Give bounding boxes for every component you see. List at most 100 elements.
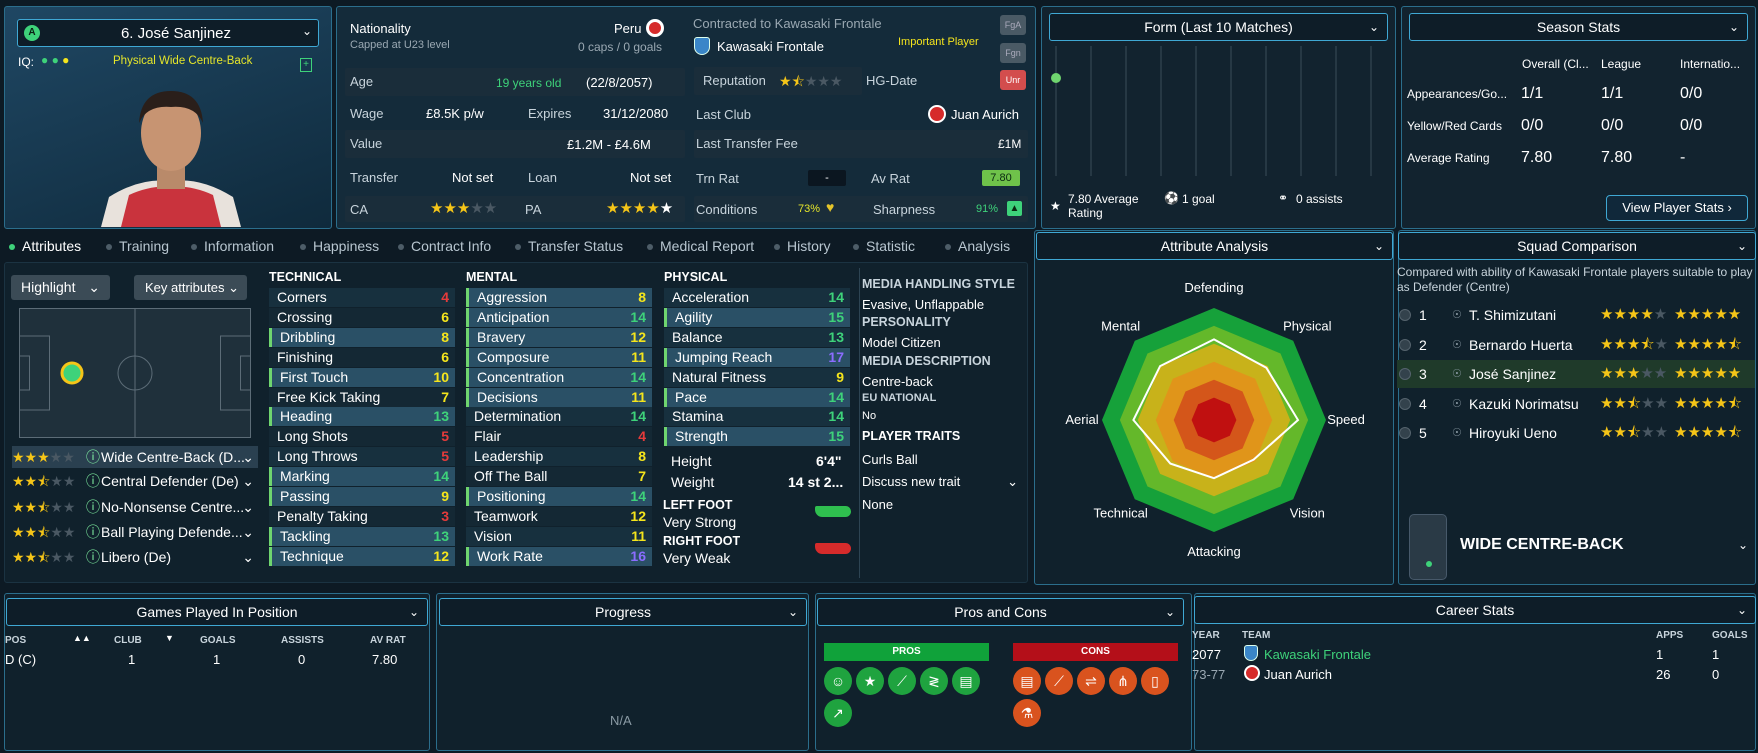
- discuss-trait-dropdown[interactable]: Discuss new trait ⌄: [862, 474, 1018, 489]
- fgn-button[interactable]: Fgn: [1000, 43, 1026, 63]
- analysis-dropdown[interactable]: Attribute Analysis ⌄: [1036, 232, 1393, 260]
- gpp-dropdown[interactable]: Games Played In Position ⌄: [6, 598, 428, 626]
- boot-icon[interactable]: ⟋: [888, 667, 916, 695]
- attribute-row[interactable]: Off The Ball 7: [466, 467, 652, 487]
- gpp-col-club[interactable]: CLUB: [114, 635, 142, 646]
- attribute-row[interactable]: Finishing 6: [269, 347, 455, 367]
- radio-icon[interactable]: [1399, 368, 1411, 380]
- attribute-row[interactable]: Natural Fitness 9: [664, 367, 850, 387]
- tab-attributes[interactable]: Attributes: [9, 238, 81, 254]
- tab-history[interactable]: History: [774, 238, 831, 254]
- attribute-row[interactable]: Composure 11: [466, 347, 652, 367]
- attribute-row[interactable]: Heading 13: [269, 407, 455, 427]
- tab-transfer-status[interactable]: Transfer Status: [515, 238, 623, 254]
- position-row[interactable]: ★★⯪★★ ⓘ Central Defender (De) ⌄: [12, 473, 254, 489]
- chevron-down-icon[interactable]: ⌄: [1738, 538, 1749, 552]
- progress-dropdown[interactable]: Progress ⌄: [439, 598, 807, 626]
- attribute-row[interactable]: Vision 11: [466, 526, 652, 546]
- attribute-row[interactable]: Stamina 14: [664, 407, 850, 427]
- tab-analysis[interactable]: Analysis: [945, 238, 1010, 254]
- highlight-dropdown[interactable]: Highlight ⌄: [11, 275, 110, 300]
- squad-dropdown[interactable]: Squad Comparison ⌄: [1398, 232, 1756, 260]
- attribute-row[interactable]: Leadership 8: [466, 447, 652, 467]
- tab-information[interactable]: Information: [191, 238, 274, 254]
- squad-row[interactable]: 4 ☉ Kazuki Norimatsu ★★⯪★★ ★★★★⯪: [1397, 390, 1755, 418]
- career-team[interactable]: Juan Aurich: [1264, 667, 1332, 682]
- position-row[interactable]: ★★⯪★★ ⓘ Ball Playing Defende... ⌄: [12, 524, 254, 540]
- key-attributes-dropdown[interactable]: Key attributes ⌄: [134, 275, 247, 300]
- attribute-row[interactable]: Crossing 6: [269, 307, 455, 327]
- attribute-row[interactable]: Tackling 13: [269, 526, 455, 546]
- attribute-row[interactable]: Positioning 14: [466, 487, 652, 506]
- attribute-row[interactable]: Free Kick Taking 7: [269, 387, 455, 407]
- attribute-row[interactable]: Aggression 8: [466, 288, 652, 307]
- tactics-icon[interactable]: ⋔: [1109, 667, 1137, 695]
- star-badge-icon[interactable]: ★: [856, 667, 884, 695]
- last-club-value[interactable]: Juan Aurich: [951, 107, 1019, 122]
- trend-up-icon[interactable]: ↗: [824, 699, 852, 727]
- clipboard-icon[interactable]: ▤: [952, 667, 980, 695]
- sort-icon[interactable]: ▲▲: [73, 633, 91, 643]
- attribute-row[interactable]: Pace 14: [664, 387, 850, 407]
- radio-icon[interactable]: [1399, 427, 1411, 439]
- gpp-col-avrat[interactable]: AV RAT: [370, 635, 406, 646]
- tab-contract-info[interactable]: Contract Info: [398, 238, 491, 254]
- tab-medical-report[interactable]: Medical Report: [647, 238, 754, 254]
- attribute-row[interactable]: Passing 9: [269, 487, 455, 506]
- attribute-row[interactable]: Penalty Taking 3: [269, 506, 455, 526]
- attribute-row[interactable]: Decisions 11: [466, 387, 652, 407]
- attribute-row[interactable]: First Touch 10: [269, 367, 455, 387]
- proscons-dropdown[interactable]: Pros and Cons ⌄: [817, 598, 1184, 626]
- position-row[interactable]: ★★★★★ ⓘ Wide Centre-Back (D... ⌄: [12, 446, 258, 468]
- document-icon[interactable]: ▯: [1141, 667, 1169, 695]
- attribute-row[interactable]: Bravery 12: [466, 327, 652, 347]
- player-selector[interactable]: A 6. José Sanjinez ⌄: [17, 19, 319, 47]
- attribute-row[interactable]: Marking 14: [269, 467, 455, 487]
- attribute-row[interactable]: Agility 15: [664, 307, 850, 327]
- attribute-row[interactable]: Long Shots 5: [269, 427, 455, 447]
- squad-row[interactable]: 2 ☉ Bernardo Huerta ★★★⯪★ ★★★★⯪: [1397, 331, 1755, 359]
- zigzag-icon[interactable]: ≷: [920, 667, 948, 695]
- radio-icon[interactable]: [1399, 397, 1411, 410]
- sort-down-icon[interactable]: ▼: [165, 633, 174, 643]
- view-player-stats-button[interactable]: View Player Stats ›: [1606, 195, 1748, 221]
- tab-training[interactable]: Training: [106, 238, 169, 254]
- handshake-icon[interactable]: ⇌: [1077, 667, 1105, 695]
- gpp-col-pos[interactable]: POS: [5, 635, 27, 646]
- gpp-col-assists[interactable]: ASSISTS: [281, 635, 324, 646]
- position-row[interactable]: ★★⯪★★ ⓘ No-Nonsense Centre... ⌄: [12, 499, 254, 515]
- radio-icon[interactable]: [1399, 338, 1411, 351]
- attribute-row[interactable]: Teamwork 12: [466, 506, 652, 526]
- attribute-row[interactable]: Anticipation 14: [466, 307, 652, 327]
- head-icon[interactable]: ☺: [824, 667, 852, 695]
- attribute-row[interactable]: Strength 15: [664, 427, 850, 447]
- attribute-row[interactable]: Corners 4: [269, 288, 455, 307]
- squad-row[interactable]: 3 ☉ José Sanjinez ★★★★★ ★★★★★: [1397, 360, 1755, 388]
- tab-statistic[interactable]: Statistic: [853, 238, 915, 254]
- season-dropdown[interactable]: Season Stats ⌄: [1409, 13, 1748, 41]
- radio-icon[interactable]: [1399, 309, 1411, 321]
- attribute-row[interactable]: Technique 12: [269, 546, 455, 566]
- fga-button[interactable]: FgA: [1000, 15, 1026, 35]
- squad-row[interactable]: 5 ☉ Hiroyuki Ueno ★★⯪★★ ★★★★⯪: [1397, 419, 1755, 447]
- squad-row[interactable]: 1 ☉ T. Shimizutani ★★★★★ ★★★★★: [1397, 301, 1755, 329]
- attribute-row[interactable]: Flair 4: [466, 427, 652, 447]
- add-icon[interactable]: +: [300, 58, 312, 72]
- attribute-row[interactable]: Work Rate 16: [466, 546, 652, 566]
- attribute-row[interactable]: Acceleration 14: [664, 288, 850, 307]
- tab-happiness[interactable]: Happiness: [300, 238, 379, 254]
- career-dropdown[interactable]: Career Stats ⌄: [1194, 596, 1756, 624]
- flask-icon[interactable]: ⚗: [1013, 699, 1041, 727]
- attribute-row[interactable]: Long Throws 5: [269, 447, 455, 467]
- attribute-row[interactable]: Balance 13: [664, 327, 850, 347]
- gpp-col-goals[interactable]: GOALS: [200, 635, 236, 646]
- foot-icon[interactable]: ⟋: [1045, 667, 1073, 695]
- attribute-row[interactable]: Dribbling 8: [269, 327, 455, 347]
- career-team[interactable]: Kawasaki Frontale: [1264, 647, 1371, 662]
- attribute-row[interactable]: Determination 14: [466, 407, 652, 427]
- position-row[interactable]: ★★⯪★★ ⓘ Libero (De) ⌄: [12, 549, 254, 565]
- form-dropdown[interactable]: Form (Last 10 Matches) ⌄: [1049, 13, 1388, 41]
- report-icon[interactable]: ▤: [1013, 667, 1041, 695]
- club-name[interactable]: Kawasaki Frontale: [717, 39, 824, 54]
- attribute-row[interactable]: Jumping Reach 17: [664, 347, 850, 367]
